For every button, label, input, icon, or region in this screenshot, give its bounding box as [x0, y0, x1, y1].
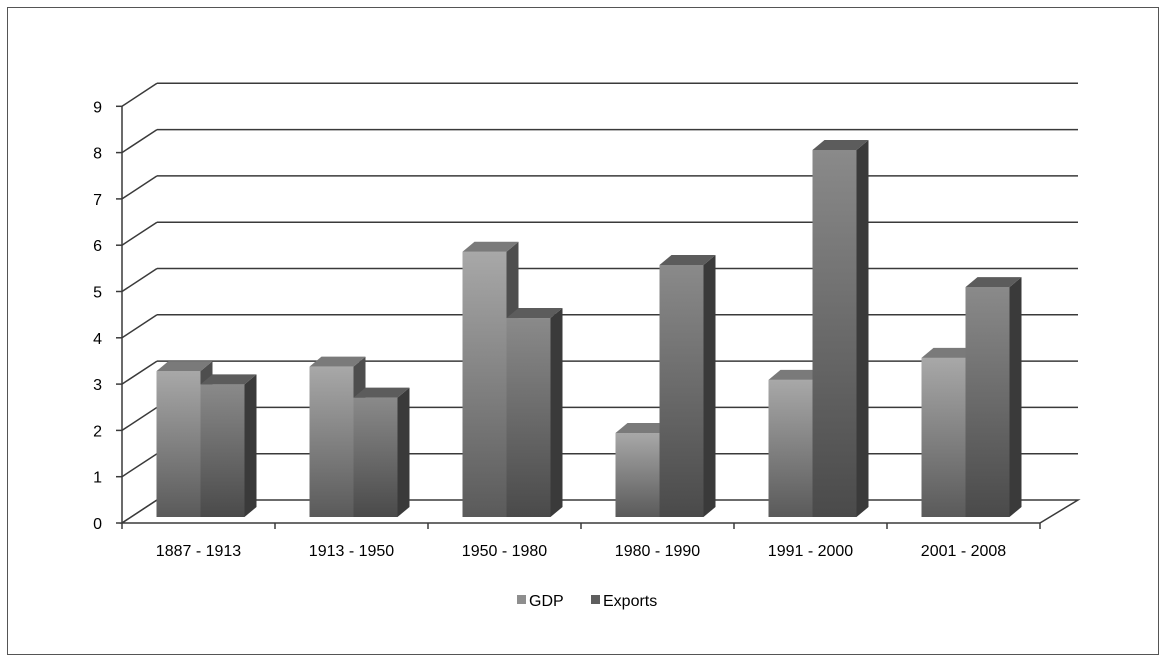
exports-bar: [353, 387, 410, 517]
gdp-bar-top: [768, 369, 825, 380]
exports-bar-side: [856, 140, 869, 517]
exports-bar-top: [200, 374, 257, 385]
gridline-depth: [121, 360, 158, 385]
y-tick-label: 3: [93, 377, 102, 394]
exports-bar: [506, 308, 563, 517]
exports-bar-top: [506, 308, 563, 319]
exports-bar-top: [353, 387, 410, 398]
y-tick-label: 0: [93, 516, 102, 533]
exports-bar-top: [965, 277, 1022, 288]
gridline-depth: [121, 453, 158, 478]
gridline-depth: [121, 82, 158, 107]
y-tick-label: 6: [93, 238, 102, 255]
legend-label-exports: Exports: [603, 593, 657, 610]
gdp-bar-top: [921, 347, 978, 358]
legend-swatch-exports: [591, 595, 600, 604]
x-tick-label: 1887 - 1913: [156, 543, 242, 560]
exports-bar-side: [397, 387, 410, 517]
y-tick-label: 2: [93, 423, 102, 440]
gdp-bar-front: [615, 432, 660, 517]
gdp-bar-top: [615, 422, 672, 433]
gdp-bar-front: [768, 379, 813, 517]
exports-bar-side: [1009, 277, 1022, 517]
legend-label-gdp: GDP: [529, 593, 564, 610]
exports-bar-side: [703, 254, 716, 517]
legend-swatch-gdp: [517, 595, 526, 604]
exports-bar-front: [812, 150, 857, 517]
gridline-depth: [121, 221, 158, 246]
exports-bar: [812, 140, 869, 517]
gdp-bar-top: [156, 361, 213, 372]
x-tick-label: 1913 - 1950: [309, 543, 395, 560]
exports-bar-front: [506, 318, 551, 517]
exports-bar: [200, 374, 257, 517]
gridline-depth: [121, 175, 158, 200]
x-tick-label: 1991 - 2000: [768, 543, 854, 560]
exports-bar-side: [244, 374, 257, 517]
gdp-bar-front: [921, 357, 966, 517]
exports-bar: [659, 254, 716, 517]
y-tick-label: 8: [93, 146, 102, 163]
gdp-bar-top: [462, 241, 519, 252]
exports-bar-front: [353, 397, 398, 517]
y-tick-label: 5: [93, 285, 102, 302]
y-tick-label: 9: [93, 99, 102, 116]
exports-bar-front: [659, 264, 704, 517]
y-tick-label: 1: [93, 470, 102, 487]
x-tick-label: 1950 - 1980: [462, 543, 548, 560]
gridline-depth: [121, 406, 158, 432]
exports-bar-top: [812, 140, 869, 151]
exports-bar-top: [659, 254, 716, 265]
y-tick-label: 7: [93, 192, 102, 209]
exports-bar-front: [200, 384, 245, 517]
gridline-depth: [121, 128, 158, 154]
gdp-bar-front: [309, 366, 354, 517]
exports-bar: [965, 277, 1022, 517]
exports-bar-side: [550, 308, 563, 517]
x-tick-label: 1980 - 1990: [615, 543, 701, 560]
gdp-bar-front: [156, 371, 201, 517]
gdp-bar-front: [462, 251, 507, 518]
exports-bar-front: [965, 287, 1010, 517]
gridline-depth: [121, 267, 158, 293]
gdp-bar-top: [309, 356, 366, 367]
y-tick-label: 4: [93, 331, 102, 348]
gridline-depth: [121, 314, 158, 339]
x-tick-label: 2001 - 2008: [921, 543, 1007, 560]
